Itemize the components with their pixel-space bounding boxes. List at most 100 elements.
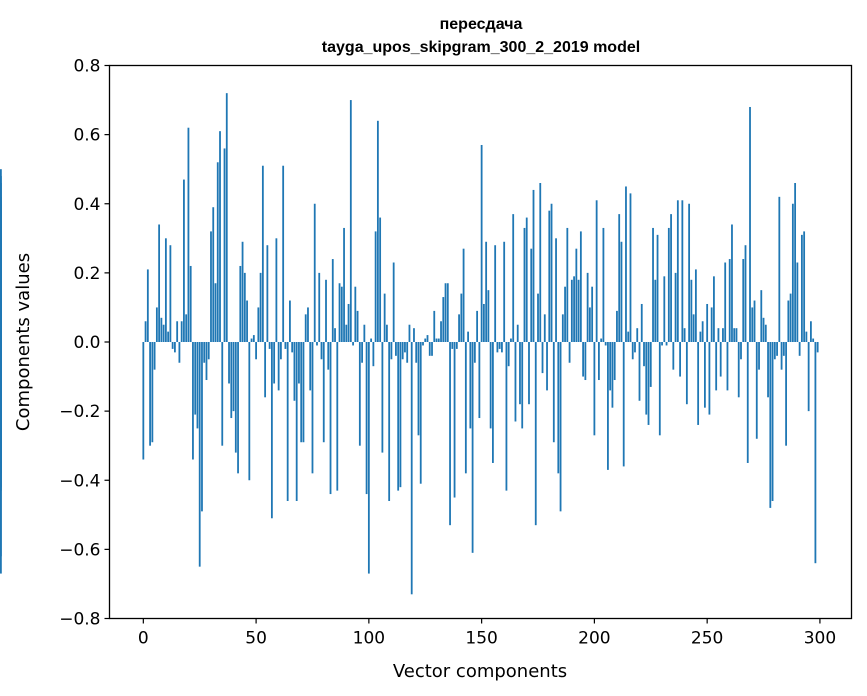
bar-137 bbox=[451, 342, 454, 349]
bar-68 bbox=[295, 342, 298, 501]
bar-5 bbox=[153, 342, 156, 370]
bar-139 bbox=[455, 342, 458, 349]
bar-151 bbox=[482, 303, 485, 342]
bar-295 bbox=[807, 342, 810, 412]
bar-86 bbox=[336, 342, 339, 491]
y-tick-label: −0.4 bbox=[59, 471, 100, 491]
bar-178 bbox=[543, 314, 546, 342]
bar-108 bbox=[386, 324, 388, 342]
bar-241 bbox=[685, 342, 688, 405]
bar-129 bbox=[433, 310, 436, 342]
bar-224 bbox=[647, 342, 650, 425]
bar-177 bbox=[541, 342, 544, 374]
bar-40 bbox=[232, 342, 235, 412]
bar-47 bbox=[248, 342, 251, 481]
bar-76 bbox=[313, 203, 316, 342]
bar-55 bbox=[266, 245, 269, 342]
bar-93 bbox=[352, 342, 354, 346]
bar-113 bbox=[397, 342, 400, 491]
bar-297 bbox=[812, 338, 815, 342]
bar-42 bbox=[237, 342, 239, 474]
x-axis-ticks: 0 50 100 150 200 250 300 bbox=[138, 618, 836, 649]
bar-221 bbox=[640, 303, 643, 342]
bar-56 bbox=[268, 342, 271, 349]
bar-179 bbox=[546, 342, 548, 391]
bar-282 bbox=[778, 196, 781, 342]
plot-frame bbox=[108, 64, 853, 620]
bar-24 bbox=[196, 342, 199, 429]
y-tick-label: −0.2 bbox=[59, 402, 100, 422]
bar-247 bbox=[699, 331, 702, 342]
bar-101 bbox=[370, 338, 373, 342]
bar-120 bbox=[413, 328, 415, 342]
bar-31 bbox=[212, 207, 215, 342]
bar-256 bbox=[719, 342, 722, 377]
bar-23 bbox=[194, 342, 197, 415]
bar-44 bbox=[241, 241, 244, 342]
bar-124 bbox=[422, 342, 424, 346]
bar-10 bbox=[164, 238, 167, 342]
bar-198 bbox=[588, 307, 591, 342]
bar-214 bbox=[625, 186, 627, 342]
bar-131 bbox=[437, 338, 440, 342]
bar-225 bbox=[649, 342, 652, 387]
bar-128 bbox=[431, 342, 433, 356]
bar-289 bbox=[794, 183, 797, 342]
bar-294 bbox=[805, 331, 808, 342]
bar-269 bbox=[749, 106, 751, 342]
bar-35 bbox=[221, 342, 224, 446]
bar-79 bbox=[320, 342, 323, 360]
bar-279 bbox=[771, 342, 774, 501]
bar-291 bbox=[798, 342, 801, 356]
bar-102 bbox=[372, 342, 375, 367]
bar-158 bbox=[498, 342, 501, 349]
bar-261 bbox=[731, 224, 733, 342]
bar-205 bbox=[604, 342, 607, 346]
bar-16 bbox=[178, 342, 181, 363]
bar-281 bbox=[776, 342, 778, 356]
bar-104 bbox=[376, 120, 379, 342]
bar-285 bbox=[785, 342, 787, 446]
bar-87 bbox=[338, 283, 341, 342]
bar-37 bbox=[225, 93, 228, 343]
bar-264 bbox=[737, 342, 740, 398]
bar-287 bbox=[789, 293, 792, 342]
bar-260 bbox=[728, 259, 731, 342]
bar-210 bbox=[616, 310, 618, 342]
bar-89 bbox=[343, 227, 345, 342]
bar-undefined bbox=[0, 335, 2, 342]
bar-0 bbox=[142, 342, 145, 460]
bar-266 bbox=[742, 259, 745, 342]
bar-267 bbox=[744, 245, 747, 342]
bar-219 bbox=[636, 328, 639, 342]
bar-125 bbox=[424, 338, 427, 342]
bar-undefined bbox=[0, 227, 2, 342]
bar-273 bbox=[758, 342, 760, 370]
bar-122 bbox=[417, 342, 420, 436]
bar-275 bbox=[762, 317, 765, 342]
bar-215 bbox=[627, 331, 630, 342]
bar-181 bbox=[550, 203, 553, 342]
bar-292 bbox=[800, 234, 803, 342]
bar-38 bbox=[228, 342, 230, 384]
bar-90 bbox=[345, 324, 348, 342]
bar-28 bbox=[205, 342, 208, 381]
bar-126 bbox=[426, 335, 429, 342]
bar-138 bbox=[453, 342, 456, 498]
x-tick-label: 300 bbox=[804, 629, 836, 649]
x-tick-label: 0 bbox=[138, 629, 149, 649]
bar-239 bbox=[681, 200, 684, 342]
bar-49 bbox=[252, 335, 255, 342]
bar-157 bbox=[496, 342, 499, 353]
bar-248 bbox=[701, 321, 704, 342]
bar-213 bbox=[622, 342, 625, 467]
bar-132 bbox=[440, 321, 442, 342]
bar-27 bbox=[203, 342, 206, 363]
bar-227 bbox=[654, 279, 657, 342]
bar-223 bbox=[645, 342, 648, 415]
bar-144 bbox=[467, 331, 469, 342]
bar-150 bbox=[480, 144, 483, 342]
bar-99 bbox=[365, 342, 368, 495]
bar-53 bbox=[261, 165, 264, 342]
